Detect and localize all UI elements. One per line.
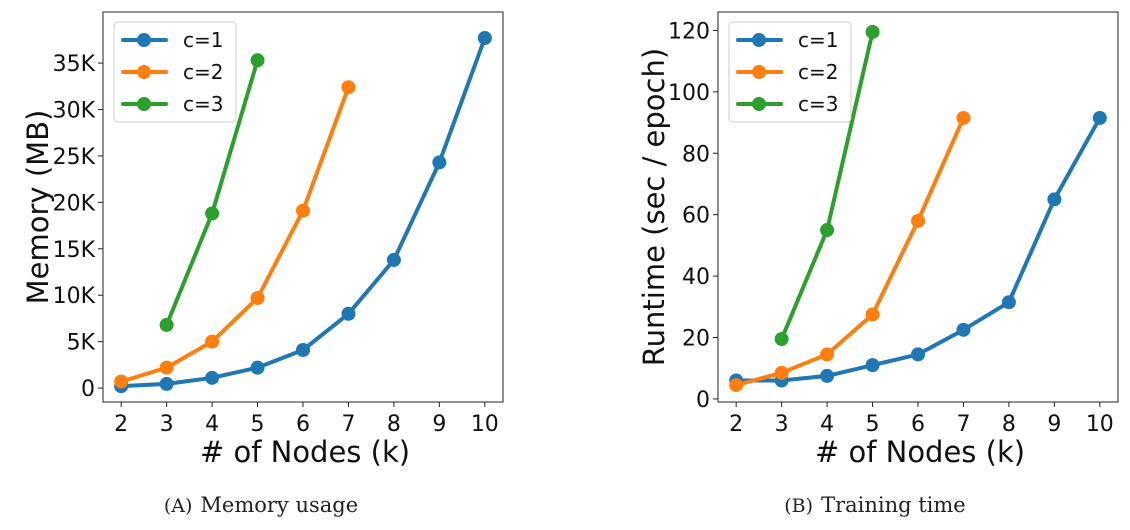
chart-1-series-1-point: [386, 252, 401, 267]
chart-2-legend-marker-2: [752, 65, 766, 79]
chart-1-legend-marker-3: [137, 97, 151, 111]
chart-1-x-tick-label: 6: [296, 412, 310, 437]
chart-2-legend-frame: [728, 21, 852, 123]
chart-1-y-tick-label: 0: [81, 377, 95, 402]
chart-2-x-tick-label: 3: [775, 412, 789, 437]
chart-1-series-1-point: [432, 155, 447, 170]
chart-1-x-tick-label: 10: [471, 412, 499, 437]
chart-2-series-2-point: [911, 213, 925, 228]
chart-2-series-2-point: [820, 347, 835, 362]
chart-2-series-2-point: [729, 378, 744, 393]
chart-1-legend-label-1: c=1: [183, 28, 223, 52]
chart-2-y-tick-label: 60: [682, 204, 710, 229]
chart-1-series-1-point: [296, 343, 310, 357]
chart-2-series-2-line: [734, 115, 966, 388]
chart-2-series-1-point: [865, 358, 880, 373]
chart-1-x-tick-label: 5: [251, 412, 265, 437]
chart-1-y-axis-label: Memory (MB): [21, 110, 55, 305]
chart-2-series-1-line: [734, 115, 1102, 383]
chart-1-series-3-point: [205, 206, 220, 221]
chart-1-legend-marker-1: [137, 33, 151, 47]
chart-2-y-tick-label: 120: [668, 19, 710, 44]
chart-1-series-2-point: [205, 334, 220, 349]
chart-2-x-axis-label: # of Nodes (k): [815, 435, 1025, 469]
chart-2-caption-text: Training time: [821, 493, 966, 517]
chart-1-series-1-point: [159, 376, 174, 391]
chart-1-series-2-point: [159, 360, 174, 375]
chart-2-y-tick-label: 40: [682, 265, 710, 290]
chart-1-y-tick-label: 5K: [67, 331, 96, 356]
chart-1-y-tick-label: 10K: [53, 284, 96, 309]
chart-2-legend-label-2: c=2: [798, 60, 838, 84]
chart-2-legend-label-3: c=3: [798, 92, 838, 116]
chart-1-legend-marker-2: [137, 65, 151, 79]
chart-2-x-tick-label: 5: [866, 412, 880, 437]
chart-1-x-tick-label: 3: [160, 412, 174, 437]
chart-2-y-tick-label: 80: [682, 142, 710, 167]
chart-1-x-tick-label: 9: [432, 412, 446, 437]
chart-1-series-1-point: [205, 370, 220, 385]
chart-2-series-1-point: [1001, 295, 1016, 310]
chart-2-caption: (B) Training time: [784, 493, 965, 517]
chart-2-series-2-point: [956, 110, 971, 125]
chart-2-series-1-point: [911, 347, 925, 362]
chart-1-legend-label-3: c=3: [183, 92, 223, 116]
chart-1-x-tick-label: 4: [205, 412, 219, 437]
chart-2-legend-label-1: c=1: [798, 28, 838, 52]
chart-2-series-3-point: [774, 332, 789, 347]
chart-1-series-2-point: [250, 291, 265, 305]
chart-2-x-tick-label: 8: [1002, 412, 1016, 437]
chart-1-x-tick-label: 2: [114, 412, 128, 437]
chart-2-caption-prefix: (B): [784, 495, 813, 517]
chart-1-series-2-point: [114, 374, 129, 389]
chart-2-x-tick-label: 10: [1086, 412, 1114, 437]
chart-2-y-tick-label: 20: [682, 327, 710, 352]
chart-1-caption-text: Memory usage: [200, 493, 358, 517]
chart-1-y-tick-label: 25K: [53, 145, 96, 170]
chart-2-legend-marker-1: [752, 33, 766, 47]
chart-1-legend-frame: [113, 21, 237, 123]
chart-1-series-2-point: [341, 80, 356, 95]
chart-1-caption: (A) Memory usage: [164, 493, 358, 517]
chart-1-y-tick-label: 20K: [53, 191, 96, 216]
chart-2-x-tick-label: 6: [911, 412, 925, 437]
chart-1-series-2-point: [296, 203, 310, 218]
chart-1-y-tick-label: 15K: [53, 238, 96, 263]
chart-1-legend: c=1 c=2 c=3: [113, 21, 237, 123]
chart-2-legend-marker-3: [752, 97, 766, 111]
chart-1-y-tick-label: 35K: [53, 52, 96, 77]
chart-2-x-tick-label: 2: [729, 412, 743, 437]
chart-1: 2 3 4 5 6 7 8 9 10 0 5K 10K 15K 20K 25K 30K 35K # of Node…: [21, 11, 504, 517]
chart-1-series-3-point: [250, 53, 265, 68]
chart-2-y-tick-label: 0: [696, 388, 710, 413]
chart-2-series-3-point: [820, 223, 835, 238]
chart-1-y-tick-label: 30K: [53, 99, 96, 124]
chart-1-x-tick-label: 7: [341, 412, 355, 437]
chart-1-series-1-point: [477, 31, 492, 45]
chart-1-series-1-point: [250, 360, 265, 375]
chart-2-series-2-point: [774, 365, 789, 380]
chart-2-series-1-point: [1047, 192, 1062, 207]
chart-2-series-3-point: [865, 24, 880, 39]
chart-2-x-tick-label: 9: [1047, 412, 1061, 437]
chart-2-series-1-point: [956, 322, 971, 337]
chart-1-series-1-point: [341, 306, 356, 321]
chart-1-series-2-line: [119, 85, 351, 384]
chart-2-series-1-point: [1092, 110, 1107, 125]
chart-2-y-tick-label: 100: [668, 81, 710, 106]
chart-1-x-axis-label: # of Nodes (k): [200, 435, 410, 469]
chart-2-x-tick-label: 7: [956, 412, 970, 437]
chart-1-series-3-point: [159, 317, 174, 332]
chart-1-caption-prefix: (A): [164, 495, 193, 517]
chart-2-x-tick-label: 4: [820, 412, 834, 437]
chart-1-legend-label-2: c=2: [183, 60, 223, 84]
chart-2-series-1-point: [820, 368, 835, 383]
chart-2-series-2-point: [865, 307, 880, 322]
chart-2-legend: c=1 c=2 c=3: [728, 21, 852, 123]
chart-1-x-tick-label: 8: [387, 412, 401, 437]
chart-2-y-axis-label: Runtime (sec / epoch): [637, 48, 671, 366]
